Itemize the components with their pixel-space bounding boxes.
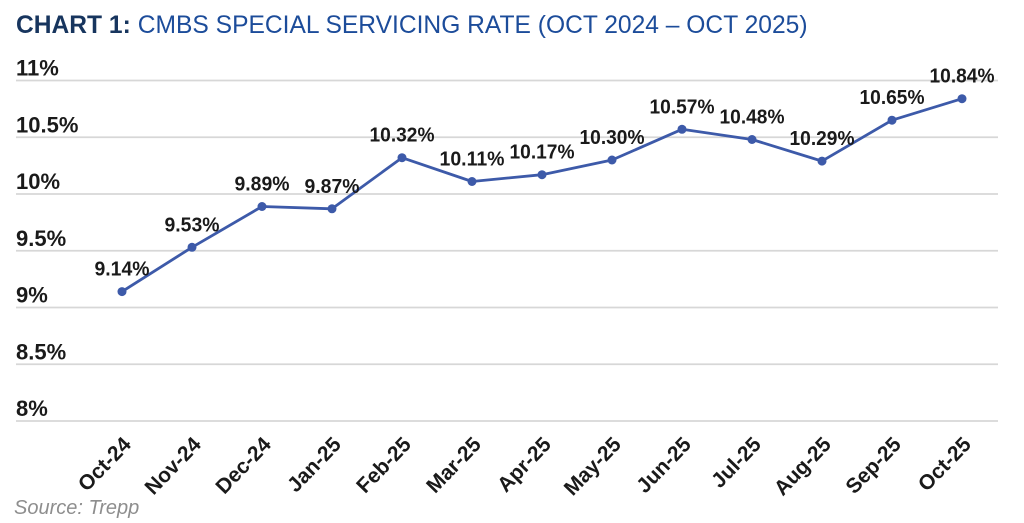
svg-text:Dec-24: Dec-24: [211, 433, 276, 499]
svg-text:9%: 9%: [16, 283, 48, 308]
svg-text:10.48%: 10.48%: [720, 107, 785, 129]
svg-text:10.17%: 10.17%: [510, 142, 575, 164]
svg-text:8.5%: 8.5%: [16, 339, 66, 364]
svg-text:9.5%: 9.5%: [16, 226, 66, 251]
svg-text:CHART 1:CMBS SPECIAL SERVICING: CHART 1: CMBS SPECIAL SERVICING RATE (OCT…: [16, 12, 808, 39]
svg-text:10.65%: 10.65%: [860, 87, 925, 109]
svg-text:10.11%: 10.11%: [440, 149, 505, 171]
svg-text:10.30%: 10.30%: [580, 127, 645, 149]
svg-text:Mar-25: Mar-25: [422, 433, 486, 498]
svg-text:10%: 10%: [16, 169, 60, 194]
svg-text:10.32%: 10.32%: [370, 125, 435, 147]
svg-text:9.53%: 9.53%: [165, 214, 220, 236]
svg-text:10.5%: 10.5%: [16, 112, 78, 137]
svg-text:Apr-25: Apr-25: [493, 433, 556, 497]
svg-text:10.84%: 10.84%: [930, 66, 995, 88]
svg-text:Oct-25: Oct-25: [914, 433, 976, 496]
svg-text:9.87%: 9.87%: [305, 176, 360, 198]
svg-text:9.14%: 9.14%: [95, 259, 150, 281]
svg-text:Source: Trepp: Source: Trepp: [14, 497, 139, 519]
svg-text:Jul-25: Jul-25: [707, 433, 766, 493]
svg-text:Jun-25: Jun-25: [632, 433, 696, 498]
svg-text:11%: 11%: [16, 56, 59, 81]
svg-text:Jan-25: Jan-25: [283, 433, 346, 497]
svg-text:8%: 8%: [16, 396, 48, 421]
svg-text:Feb-25: Feb-25: [352, 433, 416, 498]
svg-text:May-25: May-25: [560, 433, 626, 500]
svg-text:9.89%: 9.89%: [235, 174, 290, 196]
svg-text:10.29%: 10.29%: [790, 128, 855, 150]
svg-text:Oct-24: Oct-24: [74, 433, 136, 496]
svg-text:Nov-24: Nov-24: [141, 433, 206, 500]
svg-text:10.57%: 10.57%: [650, 96, 715, 118]
svg-text:Sep-25: Sep-25: [841, 433, 906, 499]
svg-text:Aug-25: Aug-25: [770, 433, 836, 500]
